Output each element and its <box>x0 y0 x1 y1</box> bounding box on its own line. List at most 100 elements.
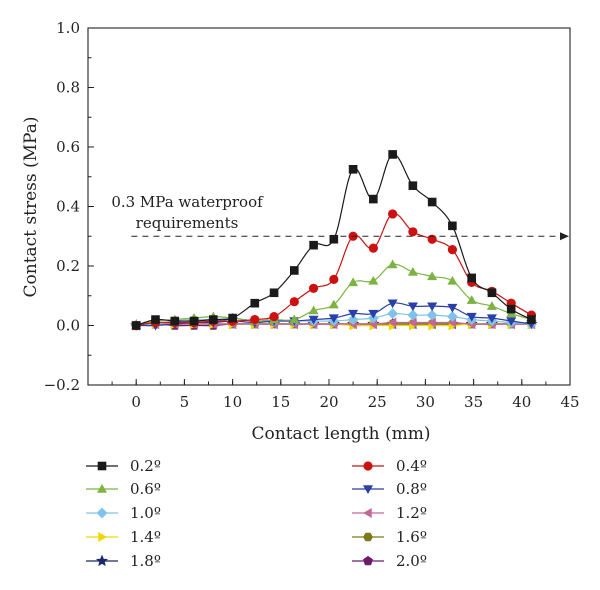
x-tick-label: 25 <box>368 393 387 411</box>
data-point <box>427 197 437 207</box>
reference-label-line1: 0.3 MPa waterproof <box>111 193 264 211</box>
y-axis-title: Contact stress (MPa) <box>21 117 41 298</box>
x-tick-label: 35 <box>464 393 483 411</box>
legend-item: 1.6º <box>352 528 427 546</box>
legend-marker <box>363 461 373 471</box>
data-point <box>289 314 300 324</box>
data-point <box>407 317 417 328</box>
data-point <box>506 304 516 314</box>
data-point <box>487 288 497 298</box>
x-tick-label: 20 <box>319 393 338 411</box>
data-point <box>348 165 358 174</box>
data-point <box>309 240 318 250</box>
legend-item: 1.8º <box>86 552 161 570</box>
data-point <box>446 311 458 323</box>
data-point <box>250 314 260 325</box>
data-point <box>527 315 536 324</box>
data-point <box>269 311 279 322</box>
x-tick-label: 30 <box>416 393 435 411</box>
data-point <box>368 275 379 285</box>
legend-marker <box>96 483 108 493</box>
y-tick-label: 0.8 <box>56 79 80 97</box>
data-point <box>387 317 397 328</box>
data-point <box>447 303 458 313</box>
data-point <box>209 315 218 324</box>
x-tick-label: 0 <box>131 393 141 411</box>
data-point <box>289 297 299 307</box>
legend-label: 1.6º <box>396 528 427 546</box>
data-point <box>427 302 438 312</box>
data-point <box>308 315 319 325</box>
y-tick-label: 1.0 <box>56 19 80 37</box>
axes-layer: −0.2 0.0 0.2 0.4 0.6 0.8 1.0 0 5 10 15 20 25 30 35 40 45 <box>44 19 580 411</box>
data-point <box>368 309 379 319</box>
data-point <box>426 309 438 321</box>
legend-label: 1.2º <box>396 504 427 522</box>
legend-item: 0.4º <box>352 457 427 475</box>
legend-item: 1.4º <box>86 528 161 546</box>
data-point <box>329 274 339 284</box>
data-point <box>407 309 419 321</box>
legend-item: 2.0º <box>352 552 427 570</box>
data-point <box>427 234 437 244</box>
legend-marker <box>98 531 108 543</box>
legend-label: 0.6º <box>130 480 161 498</box>
data-point <box>289 266 299 275</box>
reference-label-line2: requirements <box>136 214 239 232</box>
legend-marker <box>96 507 108 519</box>
y-tick-label: 0.4 <box>56 198 80 216</box>
x-tick-label: 45 <box>560 393 579 411</box>
data-point <box>427 317 436 328</box>
legend-label: 2.0º <box>396 552 427 570</box>
data-point <box>348 277 359 287</box>
series-layer <box>130 150 538 331</box>
x-axis-title: Contact length (mm) <box>252 424 431 444</box>
data-point <box>387 259 398 269</box>
data-point <box>328 314 339 324</box>
data-point <box>388 150 397 159</box>
data-point <box>387 308 399 320</box>
data-point <box>486 301 497 310</box>
x-tick-label: 10 <box>223 393 242 411</box>
legend-marker <box>362 485 374 495</box>
legend-label: 1.4º <box>130 528 161 546</box>
legend: 0.2º 0.4º 0.6º 0.8º 1.0º 1.2º 1.4º 1.6º 1.8º 2.0º <box>86 457 427 570</box>
data-point <box>387 299 398 309</box>
y-tick-label: −0.2 <box>44 376 80 394</box>
data-point <box>308 305 319 315</box>
reference-arrow-head <box>560 232 569 241</box>
legend-label: 0.4º <box>396 457 427 475</box>
data-point <box>151 315 160 324</box>
data-point <box>308 283 319 293</box>
data-point <box>466 295 477 304</box>
y-tick-label: 0.0 <box>56 317 80 335</box>
data-point <box>269 288 279 298</box>
data-point <box>448 221 457 231</box>
data-point <box>348 309 359 319</box>
data-point <box>347 314 359 326</box>
legend-item: 1.0º <box>86 504 161 522</box>
legend-item: 1.2º <box>352 504 427 522</box>
data-point <box>189 316 199 326</box>
data-point <box>250 298 260 308</box>
x-tick-label: 15 <box>271 393 290 411</box>
y-tick-label: 0.6 <box>56 138 80 156</box>
data-point <box>329 234 339 244</box>
data-point <box>466 312 477 322</box>
legend-item: 0.2º <box>86 457 161 475</box>
data-point <box>408 227 418 237</box>
data-point <box>228 313 237 323</box>
data-point <box>328 299 339 309</box>
data-point <box>369 194 378 204</box>
data-point <box>506 317 517 327</box>
legend-label: 1.0º <box>130 504 161 522</box>
data-point <box>486 314 497 324</box>
legend-item: 0.6º <box>86 480 161 498</box>
data-point <box>388 209 398 219</box>
legend-label: 0.2º <box>130 457 161 475</box>
legend-marker <box>363 555 373 566</box>
x-tick-label: 40 <box>512 393 531 411</box>
data-point <box>407 266 418 276</box>
data-point <box>447 245 457 255</box>
